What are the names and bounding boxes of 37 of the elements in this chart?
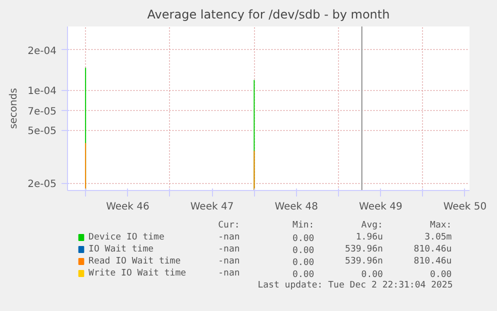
text: Max: [430, 220, 452, 230]
text: 539.96n [345, 256, 383, 266]
y-tick-label: 2e-05 [28, 179, 57, 190]
text: 810.46u [414, 256, 452, 266]
text: -nan [218, 268, 240, 278]
x-tick-label: Week 50 [443, 202, 487, 212]
text: 539.96n [345, 244, 383, 254]
legend-label: Write IO Wait time [88, 268, 186, 278]
chart-title: Average latency for /dev/sdb - by month [147, 8, 390, 22]
text: 0.00 [361, 270, 383, 280]
legend-label: Read IO Wait time [88, 256, 181, 266]
legend-label: Device IO time [88, 232, 164, 242]
text: -nan [218, 232, 240, 242]
y-tick-label: 7e-05 [28, 106, 57, 118]
text: -nan [218, 244, 240, 254]
text: 810.46u [414, 244, 452, 254]
text: -nan [218, 256, 240, 266]
text: 3.05m [424, 232, 452, 242]
text: Cur: [218, 220, 240, 230]
text: Last update: Tue Dec 2 22:31:04 2025 [258, 280, 453, 290]
text: 0.00 [292, 270, 314, 280]
x-tick-label: Week 46 [106, 202, 150, 212]
x-tick-label: Week 48 [274, 202, 318, 212]
y-tick-label: 1e-04 [28, 86, 57, 98]
text: 0.00 [430, 270, 452, 280]
x-tick-label: Week 49 [359, 202, 402, 212]
y-tick-label: 2e-04 [28, 46, 57, 57]
text: 0.00 [292, 234, 314, 244]
legend-label: IO Wait time [88, 244, 154, 254]
text: 0.00 [292, 258, 314, 268]
y-axis-title: seconds [8, 88, 20, 129]
text: 1.96u [356, 232, 383, 242]
text: Min: [292, 220, 314, 230]
y-tick-label: 5e-05 [28, 126, 57, 138]
x-tick-label: Week 47 [190, 202, 234, 212]
text: Avg: [361, 220, 383, 230]
text: 0.00 [292, 246, 314, 256]
